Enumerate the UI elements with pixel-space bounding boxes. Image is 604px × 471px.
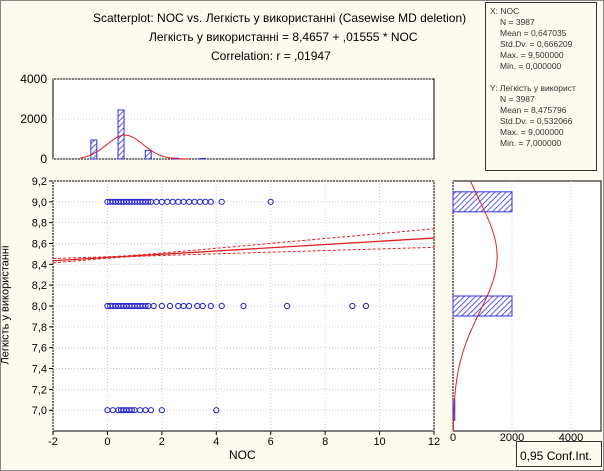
x-tick-label: 12 — [428, 436, 440, 448]
stats-line: Max. = 9,000000 — [500, 127, 564, 137]
top-hist-bar — [90, 139, 98, 160]
data-point — [267, 198, 274, 205]
data-point — [142, 302, 149, 310]
y-tick-label: 7,4 — [32, 364, 47, 376]
y-tick-label: 9,0 — [32, 197, 47, 209]
top-normal-curve — [80, 134, 190, 160]
top-hist-bar — [144, 149, 152, 160]
stats-line: N = 3987 — [500, 94, 535, 104]
x-tick-label: 10 — [373, 436, 385, 448]
y-tick-label: 7,8 — [32, 322, 47, 334]
top-hist-bar — [117, 109, 125, 160]
stats-line: N = 3987 — [500, 17, 535, 27]
data-point — [218, 302, 225, 310]
y-tick-label: 7,0 — [32, 405, 47, 417]
y-tick-label: 8,4 — [32, 259, 47, 271]
data-point — [207, 198, 214, 205]
chart-title: Scatterplot: NOC vs. Легкість у використ… — [93, 11, 467, 25]
y-tick-label: 7,2 — [32, 384, 47, 396]
data-point — [283, 302, 291, 310]
right-hist-tick-label: 0 — [450, 432, 456, 444]
stats-line: Min. = 0,000000 — [500, 61, 562, 71]
data-point — [362, 302, 370, 310]
x-tick-label: -2 — [48, 436, 58, 448]
data-point — [145, 198, 152, 205]
stats-line: Mean = 8,475796 — [500, 105, 567, 115]
top-hist-bar — [199, 158, 207, 160]
data-point — [158, 407, 165, 414]
data-point — [185, 302, 193, 310]
stats-line: Max. = 9,500000 — [500, 50, 564, 60]
data-point — [218, 198, 225, 205]
stats-line: Min. = 7,000000 — [500, 138, 562, 148]
correlation-label: Correlation: r = ,01947 — [211, 49, 331, 63]
regression-equation: Легкість у використанні = 8,4657 + ,0155… — [149, 30, 418, 44]
stats-x-title: X: NOC — [490, 6, 520, 16]
top-hist-tick-label: 4000 — [20, 72, 47, 86]
stats-line: Std.Dv. = 0,666209 — [500, 39, 573, 49]
data-point — [349, 302, 356, 310]
x-tick-label: 8 — [322, 436, 328, 448]
stats-line: Std.Dv. = 0,532066 — [500, 116, 573, 126]
y-axis-label: Легкість у використанні — [0, 245, 12, 365]
data-point — [166, 302, 174, 310]
top-hist-tick-label: 2000 — [20, 112, 47, 126]
data-point — [147, 407, 155, 414]
data-point — [240, 302, 247, 310]
y-tick-label: 8,0 — [32, 301, 47, 313]
data-point — [199, 302, 206, 310]
top-hist-tick-label: 0 — [40, 152, 47, 166]
data-point — [158, 302, 165, 310]
stats-legend: X: NOC N = 3987 Mean = 0,647035 Std.Dv. = … — [485, 2, 597, 171]
data-point — [207, 302, 214, 310]
y-tick-label: 8,2 — [32, 280, 47, 292]
x-tick-label: 6 — [268, 436, 274, 448]
regression-line — [52, 237, 435, 262]
x-axis-label: NOC — [229, 448, 256, 462]
y-tick-label: 7,6 — [32, 343, 47, 355]
x-tick-label: 0 — [104, 436, 110, 448]
data-point — [213, 407, 220, 414]
y-tick-label: 8,6 — [32, 239, 47, 251]
data-point — [128, 407, 136, 414]
stats-line: Mean = 0,647035 — [500, 28, 567, 38]
stats-y-title: Y: Легкість у використ — [490, 83, 576, 93]
y-tick-label: 8,8 — [32, 218, 47, 230]
x-tick-label: 4 — [213, 436, 219, 448]
x-tick-label: 2 — [159, 436, 165, 448]
conf-int-legend: 0,95 Conf.Int. — [516, 441, 602, 467]
right-hist-bar — [452, 191, 513, 213]
data-point — [150, 302, 157, 310]
confidence-band — [52, 246, 435, 264]
y-tick-label: 9,2 — [32, 176, 47, 188]
confidence-band — [52, 228, 435, 260]
right-normal-curve — [452, 180, 498, 432]
